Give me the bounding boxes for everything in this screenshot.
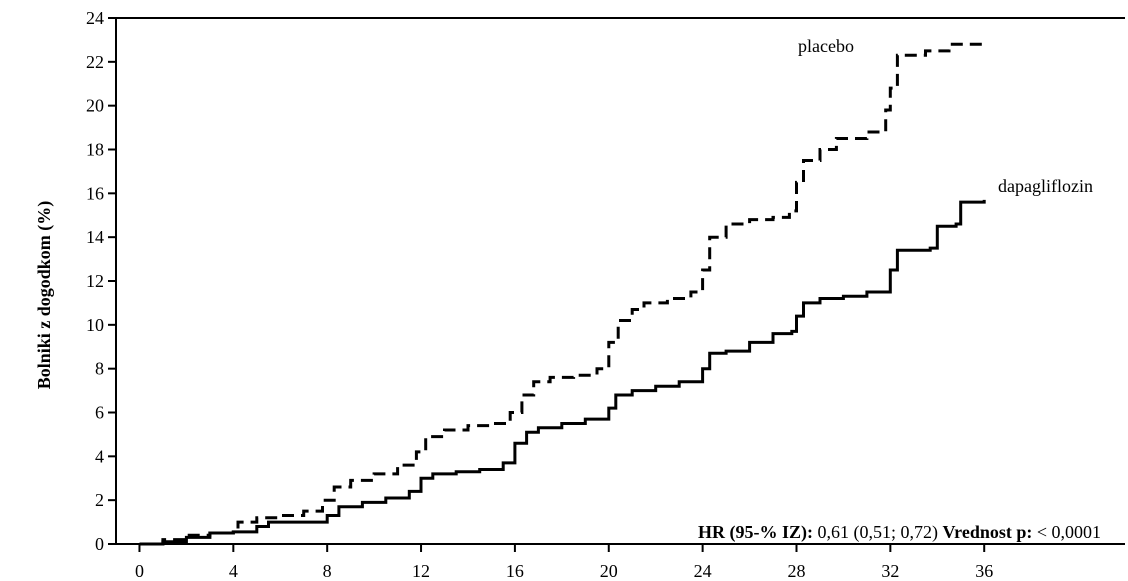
series-label-dapagliflozin: dapagliflozin [998,176,1093,196]
x-tick-label: 0 [135,561,144,581]
p-value: < 0,0001 [1037,522,1101,542]
y-tick-label: 6 [95,403,104,423]
x-ticks: 0 4 8 12 16 20 24 28 32 36 [135,544,993,581]
hr-value: 0,61 (0,51; 0,72) [818,522,939,543]
y-tick-label: 18 [86,140,104,160]
x-tick-label: 16 [506,561,524,581]
y-tick-label: 24 [86,8,104,28]
x-tick-label: 36 [975,561,993,581]
x-tick-label: 4 [229,561,238,581]
y-tick-label: 14 [86,227,104,247]
y-tick-label: 2 [95,490,104,510]
hr-annotation: HR (95-% IZ): 0,61 (0,51; 0,72) Vrednost… [698,522,1101,543]
series-label-placebo: placebo [798,36,854,56]
y-tick-label: 4 [95,446,104,466]
x-tick-label: 32 [881,561,899,581]
series-line-placebo [139,42,985,546]
x-tick-label: 28 [787,561,805,581]
hr-label: HR (95-% IZ): [698,522,813,543]
axes [115,17,1125,545]
y-axis-label: Bolniki z dogodkom (%) [34,201,55,390]
x-tick-label: 8 [323,561,332,581]
y-tick-label: 20 [86,96,104,116]
y-tick-label: 10 [86,315,104,335]
y-tick-label: 8 [95,359,104,379]
series-line-dapagliflozin [139,199,986,546]
series-lines [139,42,986,546]
x-tick-label: 12 [412,561,430,581]
y-tick-label: 0 [95,534,104,554]
x-tick-label: 20 [600,561,618,581]
y-tick-label: 22 [86,52,104,72]
y-tick-label: 12 [86,271,104,291]
x-tick-label: 24 [694,561,712,581]
y-tick-label: 16 [86,183,104,203]
p-label: Vrednost p: [943,522,1033,542]
